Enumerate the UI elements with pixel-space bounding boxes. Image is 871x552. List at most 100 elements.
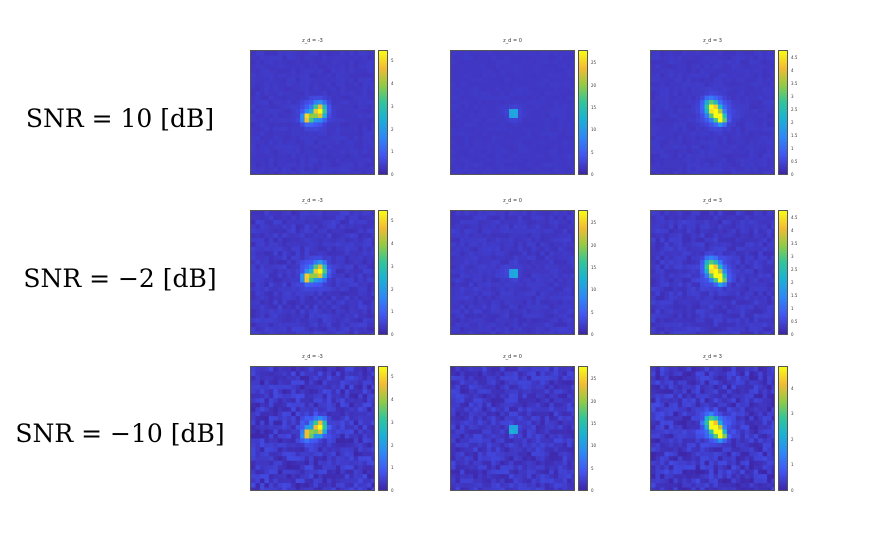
heatmap-cell <box>268 309 274 315</box>
heatmap-cell <box>371 51 374 56</box>
heatmap-cell <box>651 286 656 292</box>
heatmap-cell <box>255 318 261 323</box>
heatmap-cell <box>668 300 674 306</box>
heatmap-cell <box>504 82 510 88</box>
heatmap-cell <box>340 104 346 110</box>
heatmap-cell <box>668 237 674 243</box>
heatmap-cell <box>486 162 492 168</box>
heatmap-cell <box>491 104 497 110</box>
heatmap-cell <box>517 64 523 70</box>
heatmap-cell <box>273 51 279 56</box>
heatmap-cell <box>495 171 501 174</box>
heatmap-cell <box>762 273 768 279</box>
heatmap-cell <box>464 269 470 274</box>
heatmap-cell <box>344 260 350 265</box>
heatmap-cell <box>659 327 665 332</box>
heatmap-cell <box>651 251 656 257</box>
heatmap-cell <box>567 300 572 306</box>
heatmap-cell <box>277 313 283 319</box>
row-label-snr-minus-10: SNR = −10 [dB] <box>15 419 225 448</box>
heatmap-cell <box>282 277 288 283</box>
heatmap-cell <box>740 91 746 97</box>
heatmap-cell <box>340 211 346 216</box>
heatmap-cell <box>677 171 683 174</box>
heatmap-cell <box>504 295 510 301</box>
heatmap-cell <box>731 167 737 172</box>
heatmap-cell <box>558 282 563 288</box>
heatmap-cell <box>549 171 555 174</box>
heatmap-cell <box>273 59 279 65</box>
heatmap-cell <box>526 77 532 83</box>
heatmap-cell <box>567 224 572 230</box>
heatmap-cell <box>740 59 746 65</box>
heatmap-cell <box>335 264 341 270</box>
heatmap-cell <box>251 51 256 56</box>
heatmap-cell <box>549 167 555 172</box>
heatmap-cell <box>291 215 297 221</box>
colorbar <box>578 50 588 175</box>
heatmap-cell <box>726 255 732 261</box>
heatmap-cell <box>451 73 456 79</box>
heatmap-cell <box>709 126 714 132</box>
heatmap-cell <box>464 331 470 334</box>
heatmap-cell <box>309 291 314 297</box>
heatmap-cell <box>353 122 359 128</box>
heatmap-cell <box>691 286 697 292</box>
heatmap-cell <box>495 122 501 128</box>
heatmap-cell <box>726 109 732 114</box>
heatmap-cell <box>353 291 359 297</box>
heatmap-cell <box>322 291 328 297</box>
heatmap-cell <box>767 264 772 270</box>
heatmap-cell <box>700 64 705 70</box>
heatmap-cell <box>251 237 256 243</box>
heatmap-cell <box>495 82 501 88</box>
heatmap-cell <box>317 318 323 323</box>
heatmap-cell <box>459 237 465 243</box>
heatmap-cell <box>567 286 572 292</box>
heatmap-cell <box>659 104 665 110</box>
heatmap-cell <box>259 291 265 297</box>
heatmap-cell <box>673 228 679 234</box>
heatmap-cell <box>731 135 737 141</box>
heatmap-cell <box>344 162 350 168</box>
heatmap-cell <box>255 59 261 65</box>
heatmap-cell <box>695 91 701 97</box>
heatmap-cell <box>259 153 265 159</box>
heatmap-cell <box>753 77 759 83</box>
heatmap-cell <box>513 126 519 132</box>
heatmap-cell <box>259 277 265 283</box>
heatmap-cell <box>668 331 674 334</box>
heatmap-cell <box>664 117 670 123</box>
heatmap-cell <box>691 162 697 168</box>
heatmap-cell <box>362 295 368 301</box>
heatmap-cell <box>549 100 555 105</box>
heatmap-cell <box>731 224 737 230</box>
heatmap-cell <box>264 313 270 319</box>
heatmap-cell <box>353 224 359 230</box>
heatmap-cell <box>762 309 768 315</box>
heatmap-cell <box>455 277 461 283</box>
heatmap-cell <box>259 286 265 292</box>
heatmap-cell <box>371 77 374 83</box>
heatmap-cell <box>744 242 750 248</box>
heatmap-cell <box>251 126 256 132</box>
heatmap-cell <box>677 117 683 123</box>
heatmap-cell <box>771 135 774 141</box>
heatmap-cell <box>695 158 701 163</box>
heatmap-cell <box>668 95 674 101</box>
heatmap-cell <box>673 242 679 248</box>
heatmap-cell <box>713 171 719 174</box>
heatmap-cell <box>317 264 323 270</box>
heatmap-cell <box>273 246 279 252</box>
heatmap-cell <box>717 149 723 155</box>
heatmap-cell <box>455 237 461 243</box>
heatmap-cell <box>668 104 674 110</box>
heatmap-cell <box>677 135 683 141</box>
heatmap-cell <box>358 242 363 248</box>
heatmap-cell <box>291 269 297 274</box>
heatmap-cell <box>749 95 755 101</box>
heatmap-cell <box>767 91 772 97</box>
heatmap-cell <box>562 233 568 239</box>
heatmap-cell <box>762 95 768 101</box>
heatmap-cell <box>668 233 674 239</box>
